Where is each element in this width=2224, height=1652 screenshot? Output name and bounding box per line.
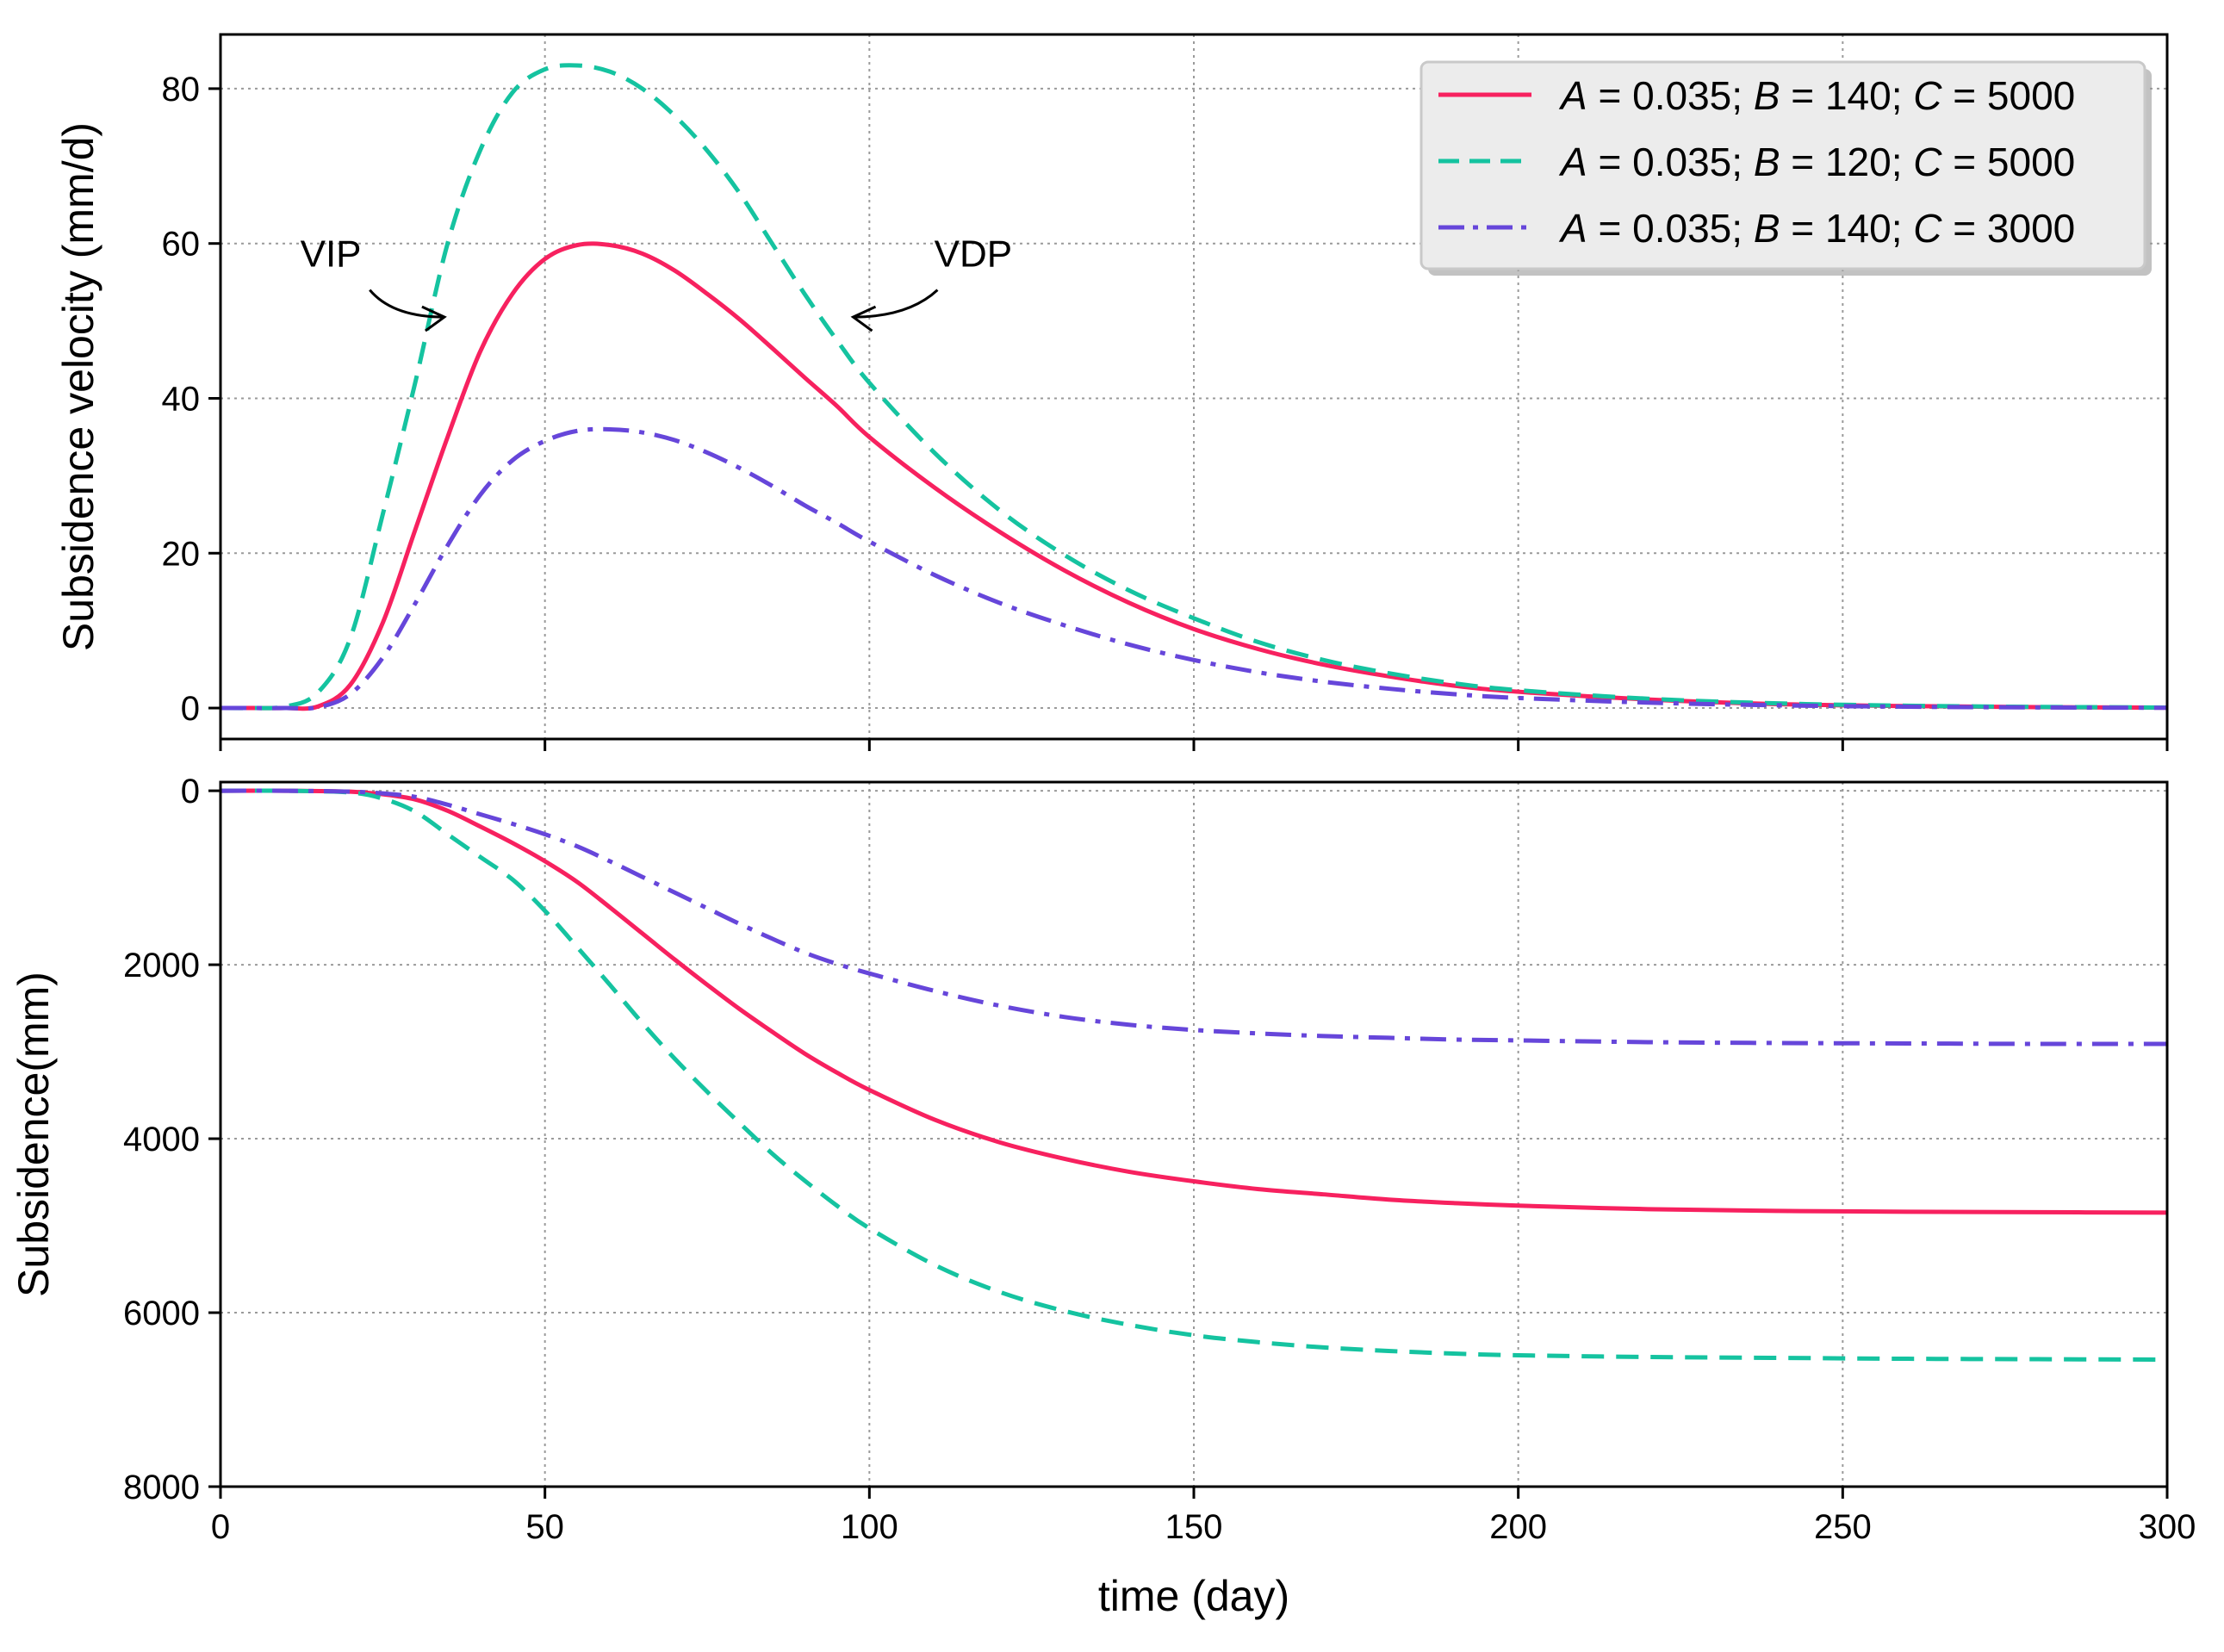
x-tick-label-150: 150 xyxy=(1165,1508,1223,1546)
velocity-ticks: 0 20 40 60 80 xyxy=(162,71,2169,751)
bot-y-tick-label-2000: 2000 xyxy=(123,947,200,984)
legend-entry-0-var-a: A xyxy=(1558,73,1587,118)
annotation-vdp: VDP xyxy=(935,233,1012,276)
legend-entry-0-val-a: 0.035 xyxy=(1632,73,1731,118)
legend-entry-0-val-c: 5000 xyxy=(1987,73,2075,118)
top-y-tick-label-40: 40 xyxy=(162,380,201,418)
legend-entry-2-var-b: B xyxy=(1754,206,1780,251)
legend-entry-0-var-c: C xyxy=(1913,73,1942,118)
subsidence-panel: 0 50 100 150 200 250 300 0 2000 4000 6000 8000 Subs… xyxy=(9,773,2196,1546)
legend-box xyxy=(1420,60,2146,270)
annotation-vdp-arrow xyxy=(853,289,939,319)
legend: A = 0.035; B = 140; C = 5000 A = 0.035; … xyxy=(1420,60,2152,276)
legend-entry-2-val-a: 0.035 xyxy=(1632,206,1731,251)
legend-entry-0: A = 0.035; B = 140; C = 5000 xyxy=(1558,73,2075,118)
legend-entry-1-val-a: 0.035 xyxy=(1632,140,1731,184)
bot-y-tick-label-0: 0 xyxy=(181,773,200,810)
legend-entry-1-var-c: C xyxy=(1913,140,1942,184)
x-tick-label-250: 250 xyxy=(1814,1508,1872,1546)
legend-entry-2-var-c: C xyxy=(1913,206,1942,251)
top-y-tick-label-0: 0 xyxy=(181,690,200,728)
velocity-grid xyxy=(221,34,2167,739)
legend-entry-1-var-a: A xyxy=(1558,140,1587,184)
legend-entry-0-var-b: B xyxy=(1754,73,1780,118)
legend-entry-2-var-a: A xyxy=(1558,206,1587,251)
subsidence-series-group xyxy=(221,788,2167,1363)
x-tick-label-100: 100 xyxy=(841,1508,898,1546)
top-series-line-2 xyxy=(221,426,2167,711)
velocity-series-group xyxy=(221,63,2167,711)
bot-series-line-1 xyxy=(221,788,2167,1363)
x-axis-label: time (day) xyxy=(1098,1572,1289,1620)
x-tick-label-200: 200 xyxy=(1489,1508,1547,1546)
subsidence-grid xyxy=(221,782,2167,1487)
bot-series-line-0 xyxy=(221,788,2167,1215)
top-y-tick-label-20: 20 xyxy=(162,535,201,573)
x-tick-label-300: 300 xyxy=(2139,1508,2196,1546)
legend-entry-2-val-c: 3000 xyxy=(1987,206,2075,251)
velocity-panel: 0 20 40 60 80 Subsidence velocity (mm/d) VIP… xyxy=(54,33,2169,751)
annotation-vip: VIP xyxy=(301,233,362,276)
bot-y-tick-label-8000: 8000 xyxy=(123,1469,200,1506)
velocity-y-axis-label: Subsidence velocity (mm/d) xyxy=(54,122,103,651)
bot-y-tick-label-4000: 4000 xyxy=(123,1121,200,1158)
x-tick-label-0: 0 xyxy=(211,1508,230,1546)
top-y-tick-label-60: 60 xyxy=(162,226,201,264)
legend-entry-1: A = 0.035; B = 120; C = 5000 xyxy=(1558,140,2075,184)
top-series-line-0 xyxy=(221,241,2167,711)
subsidence-y-axis-label: Subsidence(mm) xyxy=(9,972,58,1297)
annotation-vip-arrowhead xyxy=(421,305,447,332)
annotation-vdp-arrowhead xyxy=(850,305,877,332)
subsidence-ticks: 0 50 100 150 200 250 300 0 2000 4000 6000 8000 xyxy=(123,773,2196,1546)
legend-entry-0-val-b: 140 xyxy=(1825,73,1892,118)
legend-entry-1-val-c: 5000 xyxy=(1987,140,2075,184)
annotation-vip-arrow xyxy=(369,289,444,319)
x-tick-label-50: 50 xyxy=(525,1508,564,1546)
top-series-line-1 xyxy=(221,63,2167,711)
legend-entry-1-val-b: 120 xyxy=(1825,140,1892,184)
bot-series-line-2 xyxy=(221,788,2167,1046)
legend-entry-2: A = 0.035; B = 140; C = 3000 xyxy=(1558,206,2075,251)
legend-entry-1-var-b: B xyxy=(1754,140,1780,184)
bot-y-tick-label-6000: 6000 xyxy=(123,1295,200,1332)
legend-entry-2-val-b: 140 xyxy=(1825,206,1892,251)
top-y-tick-label-80: 80 xyxy=(162,71,201,109)
